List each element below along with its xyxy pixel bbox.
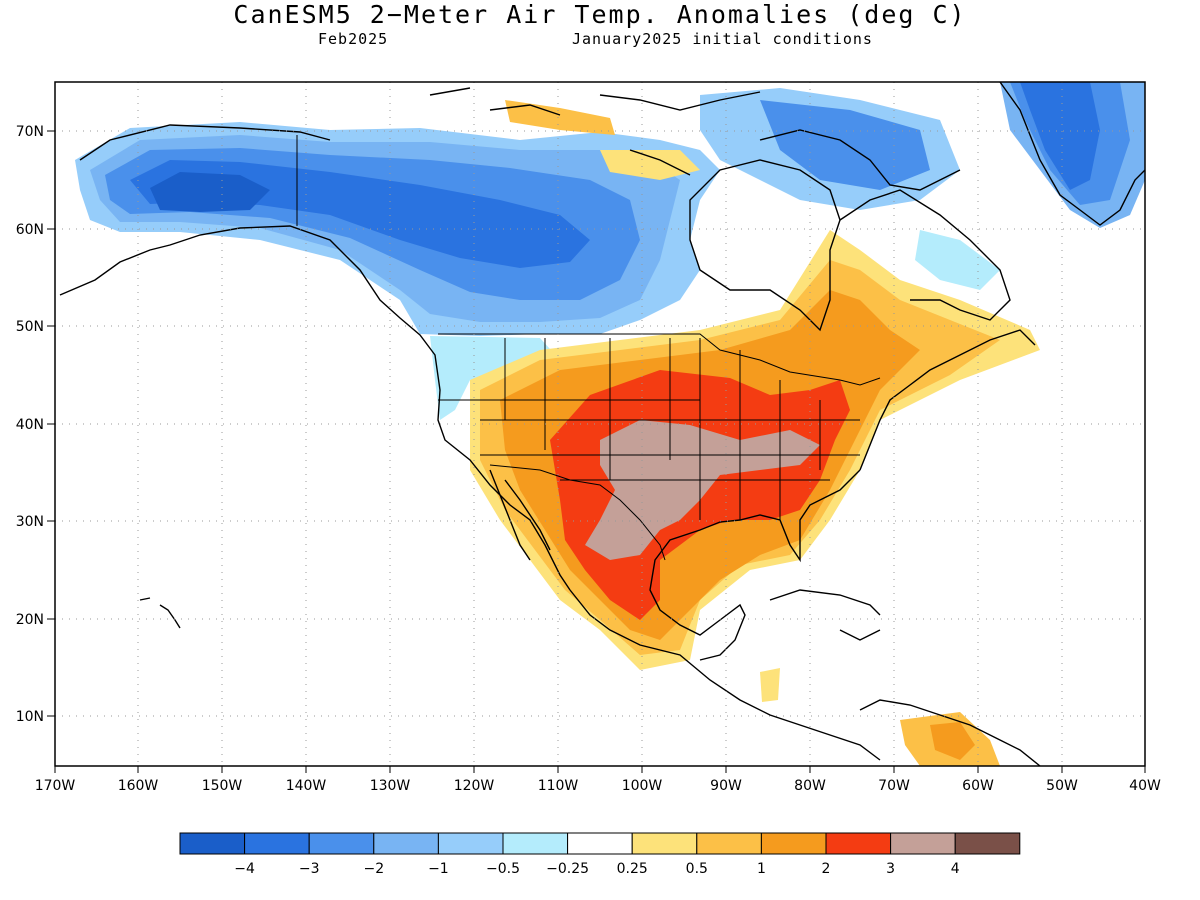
colorbar-swatch — [502, 832, 569, 855]
cold-region-labrador — [915, 230, 1000, 290]
lon-label: 170W — [35, 778, 76, 794]
lon-label: 110W — [538, 778, 579, 794]
coast-mexico-west — [569, 589, 881, 761]
lat-label: 50N — [16, 319, 44, 335]
lat-label: 30N — [16, 514, 44, 530]
coast-hudson-bay — [689, 159, 841, 332]
cold-region-greenland-strong — [1020, 82, 1100, 190]
lat-label: 60N — [16, 222, 44, 238]
warm-region-cuba — [760, 668, 780, 702]
lat-label: 70N — [16, 124, 44, 140]
lat-label: 10N — [16, 709, 44, 725]
lat-label: 20N — [16, 612, 44, 628]
warm-region-hudson — [600, 150, 700, 180]
colorbar-label: 0.25 — [617, 861, 648, 877]
coast-gulf — [649, 469, 861, 661]
coast-east-us — [859, 329, 1036, 471]
coastlines — [59, 82, 1145, 766]
lon-label: 80W — [794, 778, 826, 794]
colorbar-label: −0.5 — [486, 861, 520, 877]
lon-label: 130W — [370, 778, 411, 794]
coast-alaska — [59, 225, 571, 591]
longitude-labels: 170W 160W 150W 140W 130W 120W 110W 100W … — [35, 778, 1161, 794]
cold-region-east-mid — [760, 100, 930, 190]
border-us-canada — [438, 333, 881, 386]
colorbar-label: −4 — [234, 861, 255, 877]
colorbar-label: 2 — [822, 861, 831, 877]
forecast-month: Feb2025 — [318, 30, 389, 48]
lat-label: 40N — [16, 417, 44, 433]
lon-label: 90W — [710, 778, 742, 794]
lon-label: 160W — [118, 778, 159, 794]
coast-greenland — [999, 82, 1145, 226]
colorbar-label: −3 — [299, 861, 320, 877]
warm-region-venezuela-mid — [930, 722, 975, 760]
colorbar — [179, 832, 1021, 855]
coast-south-america — [859, 699, 1041, 766]
colorbar-swatch — [373, 832, 439, 855]
colorbar-label: 4 — [951, 861, 960, 877]
colorbar-swatch — [696, 832, 762, 855]
lon-label: 150W — [202, 778, 243, 794]
latitude-labels: 70N 60N 50N 40N 30N 20N 10N — [16, 124, 44, 725]
lon-label: 70W — [878, 778, 910, 794]
colorbar-labels: −4 −3 −2 −1 −0.5 −0.25 0.25 0.5 1 2 3 4 — [234, 861, 959, 877]
cold-core-alaska — [150, 172, 270, 212]
colorbar-label: −1 — [428, 861, 449, 877]
coast-arctic-islands — [429, 87, 961, 191]
colorbar-swatch — [760, 832, 827, 855]
coast-baja — [489, 469, 551, 561]
lon-label: 140W — [286, 778, 327, 794]
colorbar-swatch — [890, 832, 956, 855]
colorbar-swatch — [825, 832, 892, 855]
lon-label: 40W — [1129, 778, 1161, 794]
map-title: CanESM5 2−Meter Air Temp. Anomalies (deg… — [233, 0, 967, 29]
colorbar-swatch — [308, 832, 375, 855]
colorbar-label: −0.25 — [546, 861, 589, 877]
colorbar-swatch — [631, 832, 698, 855]
coast-hawaii — [139, 597, 181, 629]
colorbar-label: 3 — [886, 861, 895, 877]
warm-region-arctic — [505, 100, 615, 135]
colorbar-label: 0.5 — [686, 861, 708, 877]
axis-ticks — [47, 130, 1146, 773]
lon-label: 50W — [1046, 778, 1078, 794]
political-boundaries — [296, 135, 881, 561]
coast-cuba — [769, 589, 881, 641]
colorbar-label: −2 — [363, 861, 384, 877]
border-us-mexico — [489, 464, 666, 561]
colorbar-label: 1 — [757, 861, 766, 877]
coast-labrador — [839, 189, 1011, 321]
colorbar-swatch — [567, 832, 633, 855]
lon-label: 100W — [622, 778, 663, 794]
state-lines — [438, 338, 860, 520]
colorbar-swatch — [244, 832, 310, 855]
colorbar-swatch — [179, 832, 246, 855]
lon-label: 60W — [962, 778, 994, 794]
colorbar-swatch — [437, 832, 504, 855]
initial-conditions: January2025 initial conditions — [572, 30, 873, 48]
coast-alaska-north — [79, 124, 331, 161]
colorbar-swatch — [954, 832, 1021, 855]
lon-label: 120W — [454, 778, 495, 794]
